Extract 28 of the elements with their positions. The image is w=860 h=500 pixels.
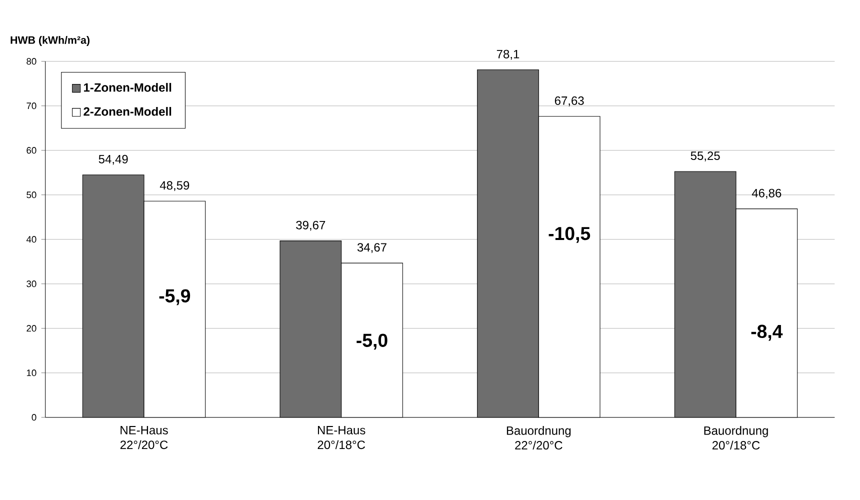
data-label: 34,67 bbox=[357, 243, 386, 253]
data-label: 78,1 bbox=[496, 50, 520, 60]
legend-label: 1-Zonen-Modell bbox=[84, 82, 172, 92]
x-tick-label: Bauordnung 20°/18°C bbox=[704, 426, 768, 450]
annotation: -5,0 bbox=[356, 334, 388, 350]
x-tick-label: NE-Haus 20°/18°C bbox=[318, 426, 366, 450]
data-label: 46,86 bbox=[752, 188, 782, 199]
y-tick-label: 80 bbox=[26, 58, 36, 65]
y-axis-title: HWB (kWh/m²a) bbox=[10, 36, 90, 46]
data-label: 48,59 bbox=[160, 181, 190, 192]
y-tick-label: 40 bbox=[26, 236, 36, 243]
legend-label: 2-Zonen-Modell bbox=[84, 106, 172, 116]
y-tick-label: 10 bbox=[26, 370, 36, 376]
x-tick-label: Bauordnung 22°/20°C bbox=[506, 426, 571, 450]
y-tick-label: 60 bbox=[26, 147, 36, 154]
y-tick-label: 30 bbox=[26, 280, 36, 288]
y-tick-label: 20 bbox=[26, 325, 36, 332]
data-label: 55,25 bbox=[690, 152, 720, 162]
annotation: -10,5 bbox=[548, 226, 590, 243]
data-label: 39,67 bbox=[296, 220, 326, 231]
y-tick-label: 70 bbox=[26, 102, 36, 110]
annotation: -5,9 bbox=[159, 289, 190, 306]
data-label: 67,63 bbox=[554, 96, 584, 106]
data-label: 54,49 bbox=[98, 154, 128, 165]
y-tick-label: 50 bbox=[26, 192, 36, 198]
x-tick-label: NE-Haus 22°/20°C bbox=[120, 426, 168, 450]
annotation: -8,4 bbox=[751, 324, 783, 341]
y-tick-label: 0 bbox=[32, 414, 36, 421]
